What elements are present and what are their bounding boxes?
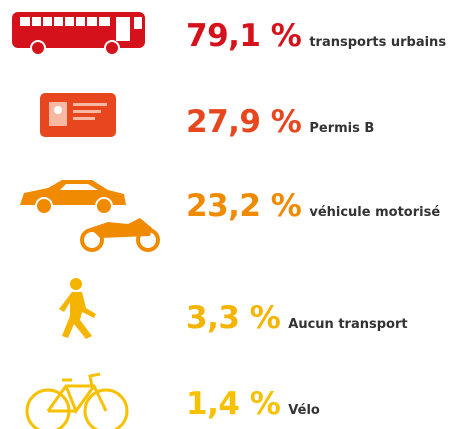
percent: 79,1 % [186, 18, 302, 54]
label: véhicule motorisé [309, 205, 441, 220]
item-row: 1,4 % Vélo [186, 386, 320, 422]
label: Permis B [309, 121, 375, 136]
item-row: 27,9 % Permis B [186, 104, 374, 140]
bike-icon [25, 372, 129, 429]
percent: 1,4 % [186, 386, 281, 422]
label: transports urbains [309, 35, 447, 50]
percent: 23,2 % [186, 188, 302, 224]
bus-icon [12, 12, 145, 56]
license-icon [40, 93, 116, 137]
label: Vélo [288, 403, 320, 418]
percent: 3,3 % [186, 300, 281, 336]
item-row: 23,2 % véhicule motorisé [186, 188, 440, 224]
item-row: 3,3 % Aucun transport [186, 300, 408, 336]
label: Aucun transport [288, 317, 408, 332]
vehicle-icon [20, 180, 160, 252]
item-row: 79,1 % transports urbains [186, 18, 446, 54]
percent: 27,9 % [186, 104, 302, 140]
walker-icon [59, 278, 96, 339]
